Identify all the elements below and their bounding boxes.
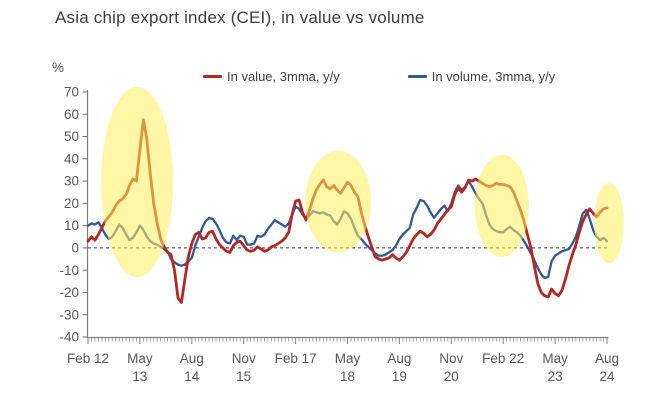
x-tick-label: May 18 (335, 351, 361, 384)
y-tick-label: 30 (64, 174, 79, 189)
x-tick-label: Feb 22 (482, 351, 524, 366)
highlight-ellipse (594, 182, 624, 264)
y-tick-label: 70 (64, 85, 79, 100)
legend-item-value: In value, 3mma, y/y (203, 69, 340, 84)
y-tick-label: 20 (64, 196, 79, 211)
x-tick-label: Nov 15 (232, 351, 256, 384)
x-tick-label: Feb 12 (67, 351, 109, 366)
x-tick-label: Nov 20 (439, 351, 463, 384)
x-tick-label: May 23 (542, 351, 568, 384)
x-tick-label: Aug 24 (595, 351, 619, 384)
legend-line-swatch-value (203, 75, 222, 78)
y-tick-label: 0 (71, 241, 79, 256)
y-tick-label: -20 (59, 285, 79, 300)
chart-title: Asia chip export index (CEI), in value v… (55, 8, 425, 27)
y-tick-label: 50 (64, 129, 79, 144)
y-tick-label: -40 (59, 330, 79, 345)
highlight-ellipse (305, 150, 372, 253)
y-tick-label: 40 (64, 151, 79, 166)
highlight-ellipse (474, 154, 529, 257)
x-tick-label: May 13 (127, 351, 153, 384)
legend-item-volume: In volume, 3mma, y/y (407, 69, 556, 84)
x-tick-label: Aug 14 (180, 351, 204, 384)
legend-label-volume: In volume, 3mma, y/y (431, 69, 556, 84)
x-tick-label: Aug 19 (387, 351, 411, 384)
y-tick-label: 10 (64, 218, 79, 233)
legend-line-swatch-volume (407, 75, 427, 78)
x-tick-label: Feb 17 (275, 351, 317, 366)
y-tick-label: -30 (59, 307, 79, 322)
legend: In value, 3mma, y/y In volume, 3mma, y/y (203, 69, 555, 84)
y-tick-label: 60 (64, 107, 79, 122)
y-tick-label: -10 (59, 263, 79, 278)
y-axis-unit-label: % (52, 60, 65, 75)
highlight-ellipse (101, 86, 174, 278)
legend-label-value: In value, 3mma, y/y (227, 69, 340, 84)
